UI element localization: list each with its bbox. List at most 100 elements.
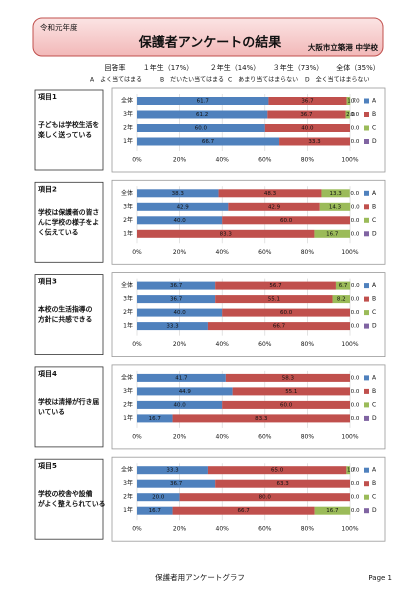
- x-tick-label: 60%: [258, 157, 272, 164]
- legend-swatch: [364, 415, 369, 421]
- value-label: 40.0: [173, 218, 186, 224]
- bar-segment: [346, 97, 351, 105]
- legend-label: D: [372, 230, 377, 237]
- legend-label: A: [372, 467, 377, 474]
- value-label: 0.0: [351, 310, 360, 316]
- value-label: 0.0: [351, 375, 360, 381]
- header-year: 令和元年度: [40, 22, 78, 32]
- legend-swatch: [364, 283, 369, 289]
- value-label: 44.9: [179, 389, 192, 395]
- item-label: 項目2: [38, 184, 57, 193]
- category-label: 全体: [121, 189, 133, 197]
- category-label: 全体: [121, 466, 133, 474]
- x-tick-label: 20%: [173, 157, 187, 164]
- category-label: 2年: [123, 400, 133, 408]
- legend-label: C: [372, 217, 376, 224]
- item-box: [34, 181, 104, 263]
- legend-swatch: [364, 98, 369, 104]
- response-rate: ２年生（14%）: [210, 63, 261, 72]
- value-label: 6.7: [339, 283, 348, 289]
- item-question: 楽しく送っている: [37, 130, 92, 139]
- x-tick-label: 40%: [216, 249, 230, 256]
- x-tick-label: 40%: [216, 526, 230, 533]
- item-question: く伝えている: [38, 227, 78, 236]
- x-tick-label: 0%: [132, 157, 142, 164]
- bar-segment: [335, 281, 351, 290]
- bar-segment: [207, 466, 347, 475]
- bar-segment: [137, 137, 280, 146]
- value-label: 56.7: [269, 283, 282, 289]
- x-tick-label: 60%: [258, 249, 272, 256]
- item-label: 項目3: [38, 277, 57, 286]
- category-label: 全体: [121, 281, 133, 289]
- value-label: 0.0: [351, 389, 360, 395]
- value-label: 0.0: [351, 402, 360, 408]
- legend-swatch: [364, 296, 369, 302]
- bar-segment: [137, 308, 223, 317]
- legend-label: B: [372, 203, 376, 210]
- value-label: 63.3: [276, 481, 289, 487]
- bar-segment: [264, 124, 350, 132]
- legend-label: C: [372, 401, 376, 408]
- x-tick-label: 80%: [301, 249, 315, 256]
- value-label: 58.3: [282, 375, 295, 381]
- value-label: 0.0: [351, 126, 360, 132]
- legend-label: B: [372, 480, 376, 487]
- bar-segment: [137, 110, 268, 119]
- legend-swatch: [364, 217, 369, 223]
- value-label: 0.0: [351, 495, 360, 501]
- category-label: 1年: [123, 229, 133, 237]
- bar-segment: [172, 414, 350, 423]
- value-label: 61.2: [196, 112, 208, 118]
- bar-segment: [222, 400, 350, 409]
- x-tick-label: 80%: [301, 526, 315, 533]
- value-label: 0.0: [350, 112, 359, 118]
- legend-swatch: [364, 508, 369, 514]
- bar-segment: [345, 110, 350, 119]
- bar-segment: [137, 229, 315, 238]
- bar-segment: [314, 229, 350, 238]
- value-label: 36.7: [301, 99, 314, 105]
- item-question: 学校は清掃が行き届: [38, 397, 99, 406]
- legend-swatch: [364, 231, 369, 237]
- bar-segment: [172, 506, 315, 515]
- legend-swatch: [364, 310, 369, 316]
- value-label: 60.0: [280, 310, 293, 316]
- scale-note: D 全く当てはまらない: [305, 76, 370, 84]
- value-label: 16.7: [326, 231, 339, 237]
- value-label: 33.3: [166, 468, 179, 474]
- response-rate: 全体（35%）: [336, 63, 380, 72]
- legend-label: D: [372, 323, 377, 330]
- legend-swatch: [364, 402, 369, 408]
- bar-segment: [137, 387, 233, 396]
- bar-segment: [332, 295, 350, 304]
- legend-label: B: [372, 388, 376, 395]
- bar-segment: [137, 479, 216, 488]
- legend-swatch: [364, 190, 369, 196]
- response-label: 回答率: [105, 63, 126, 72]
- value-label: 33.3: [166, 324, 179, 330]
- value-label: 0.0: [351, 508, 360, 514]
- item-box: [34, 89, 104, 171]
- x-tick-label: 60%: [258, 341, 272, 348]
- value-label: 0.0: [351, 283, 360, 289]
- legend-label: A: [372, 190, 377, 197]
- bar-segment: [137, 281, 216, 290]
- x-tick-label: 20%: [173, 341, 187, 348]
- bar-segment: [215, 281, 336, 290]
- value-label: 16.7: [149, 416, 162, 422]
- bar-segment: [215, 295, 333, 304]
- legend-label: D: [372, 415, 377, 422]
- bar-segment: [137, 202, 229, 211]
- value-label: 40.0: [173, 310, 186, 316]
- x-tick-label: 80%: [301, 341, 315, 348]
- item-question: 学校の校舎や設備: [38, 489, 93, 498]
- value-label: 0.0: [351, 324, 360, 330]
- bar-segment: [222, 308, 350, 317]
- bar-segment: [314, 506, 351, 515]
- item-question: 子どもは学校生活を: [38, 120, 99, 129]
- value-label: 66.7: [202, 139, 215, 145]
- value-label: 14.3: [329, 204, 342, 210]
